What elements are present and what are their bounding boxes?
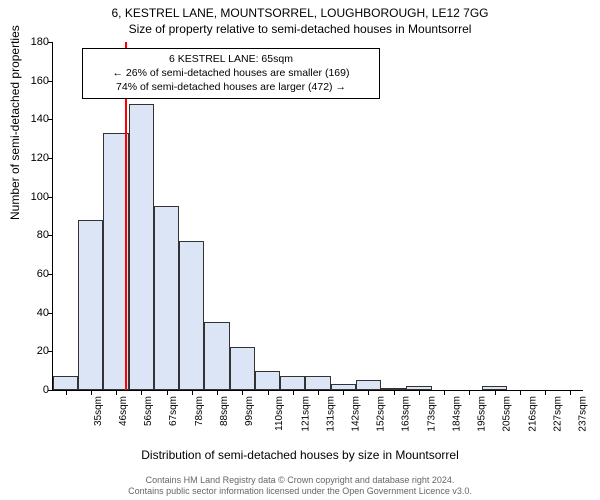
ytick-label: 100 bbox=[19, 191, 49, 203]
histogram-bar bbox=[154, 206, 179, 390]
xtick-mark bbox=[469, 390, 470, 395]
annotation-box: 6 KESTREL LANE: 65sqm ← 26% of semi-deta… bbox=[82, 48, 380, 99]
ytick-label: 180 bbox=[19, 36, 49, 48]
ytick-label: 140 bbox=[19, 113, 49, 125]
histogram-bar bbox=[53, 376, 78, 390]
xtick-label: 173sqm bbox=[426, 396, 437, 432]
xtick-mark bbox=[520, 390, 521, 395]
xtick-mark bbox=[192, 390, 193, 395]
histogram-bar bbox=[255, 371, 280, 390]
xtick-mark bbox=[167, 390, 168, 395]
footer-line2: Contains public sector information licen… bbox=[0, 486, 600, 497]
ytick-label: 80 bbox=[19, 229, 49, 241]
ytick-label: 20 bbox=[19, 345, 49, 357]
footer-attribution: Contains HM Land Registry data © Crown c… bbox=[0, 475, 600, 498]
histogram-bar bbox=[305, 376, 330, 390]
xtick-label: 142sqm bbox=[351, 396, 362, 432]
histogram-bar bbox=[280, 376, 305, 390]
xtick-label: 237sqm bbox=[578, 396, 589, 432]
xtick-mark bbox=[141, 390, 142, 395]
annotation-line2: ← 26% of semi-detached houses are smalle… bbox=[91, 66, 371, 80]
xtick-mark bbox=[495, 390, 496, 395]
footer-line1: Contains HM Land Registry data © Crown c… bbox=[0, 475, 600, 486]
ytick-label: 60 bbox=[19, 268, 49, 280]
xtick-mark bbox=[116, 390, 117, 395]
chart-title-line1: 6, KESTREL LANE, MOUNTSORREL, LOUGHBOROU… bbox=[0, 6, 600, 20]
xtick-label: 195sqm bbox=[477, 396, 488, 432]
ytick-label: 0 bbox=[19, 384, 49, 396]
xtick-mark bbox=[91, 390, 92, 395]
xtick-mark bbox=[419, 390, 420, 395]
annotation-line3: 74% of semi-detached houses are larger (… bbox=[91, 80, 371, 94]
xtick-label: 46sqm bbox=[118, 396, 129, 426]
xtick-mark bbox=[545, 390, 546, 395]
xtick-mark bbox=[66, 390, 67, 395]
xtick-label: 216sqm bbox=[527, 396, 538, 432]
histogram-bar bbox=[179, 241, 204, 390]
xtick-label: 184sqm bbox=[452, 396, 463, 432]
xtick-label: 67sqm bbox=[168, 396, 179, 426]
xtick-mark bbox=[368, 390, 369, 395]
xtick-label: 152sqm bbox=[376, 396, 387, 432]
histogram-bar bbox=[230, 347, 255, 390]
xtick-label: 110sqm bbox=[274, 396, 285, 431]
histogram-bar bbox=[129, 104, 154, 390]
chart-title-line2: Size of property relative to semi-detach… bbox=[0, 22, 600, 36]
xtick-label: 227sqm bbox=[552, 396, 563, 432]
xtick-mark bbox=[343, 390, 344, 395]
xtick-label: 99sqm bbox=[244, 396, 255, 426]
annotation-line1: 6 KESTREL LANE: 65sqm bbox=[91, 52, 371, 66]
histogram-bar bbox=[78, 220, 103, 390]
xtick-label: 131sqm bbox=[325, 396, 336, 432]
xtick-mark bbox=[217, 390, 218, 395]
ytick-label: 40 bbox=[19, 307, 49, 319]
xtick-label: 121sqm bbox=[300, 396, 311, 432]
histogram-bar bbox=[204, 322, 229, 390]
ytick-label: 160 bbox=[19, 75, 49, 87]
xtick-label: 78sqm bbox=[194, 396, 205, 426]
x-axis-label: Distribution of semi-detached houses by … bbox=[0, 448, 600, 462]
histogram-bar bbox=[356, 380, 381, 390]
xtick-mark bbox=[293, 390, 294, 395]
xtick-mark bbox=[570, 390, 571, 395]
xtick-mark bbox=[268, 390, 269, 395]
xtick-mark bbox=[394, 390, 395, 395]
xtick-label: 88sqm bbox=[219, 396, 230, 426]
xtick-mark bbox=[444, 390, 445, 395]
xtick-label: 56sqm bbox=[143, 396, 154, 426]
xtick-label: 163sqm bbox=[401, 396, 412, 432]
histogram-chart: 6, KESTREL LANE, MOUNTSORREL, LOUGHBOROU… bbox=[0, 0, 600, 500]
xtick-mark bbox=[318, 390, 319, 395]
ytick-label: 120 bbox=[19, 152, 49, 164]
xtick-label: 205sqm bbox=[502, 396, 513, 432]
xtick-label: 35sqm bbox=[93, 396, 104, 426]
xtick-mark bbox=[242, 390, 243, 395]
